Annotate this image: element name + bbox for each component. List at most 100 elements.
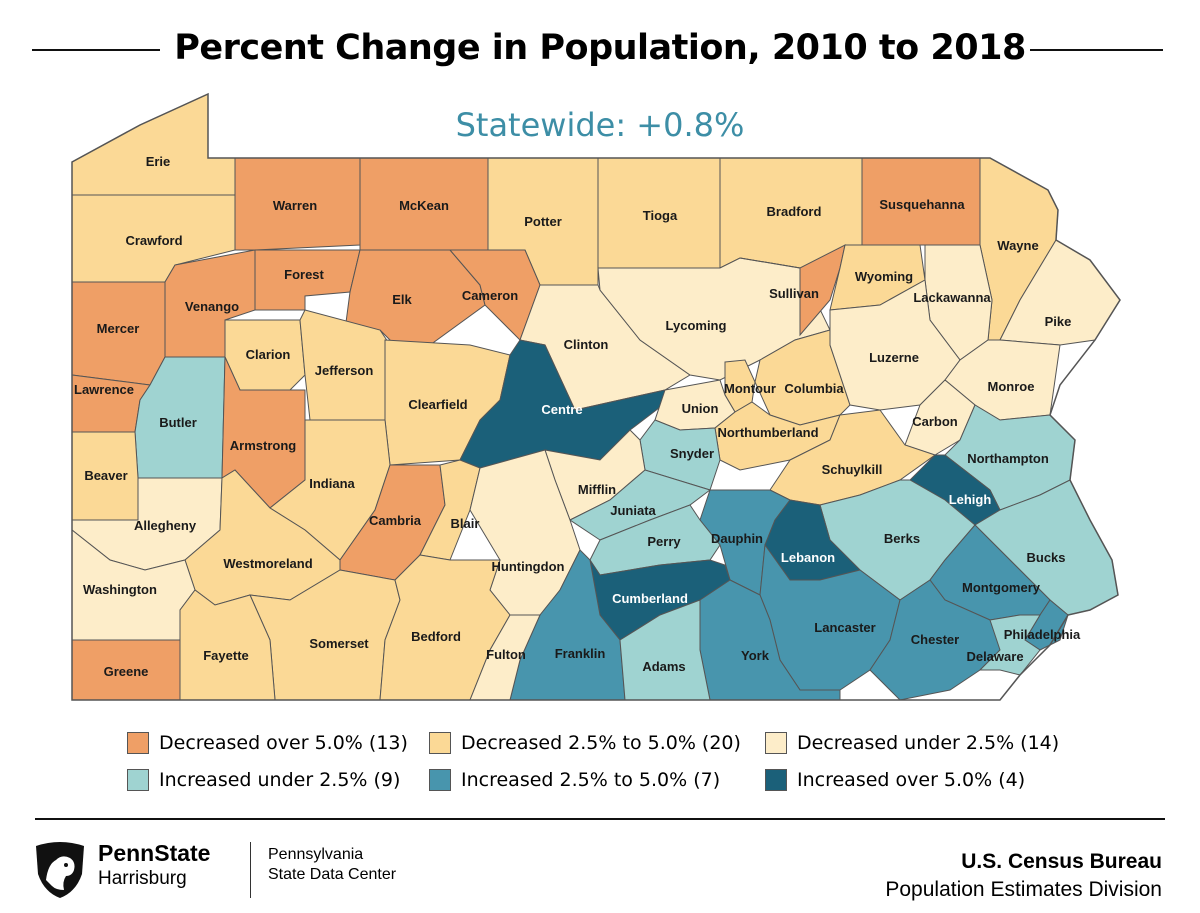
sdc-line1: Pennsylvania	[268, 846, 364, 863]
county-label-fulton: Fulton	[486, 647, 526, 662]
legend-label: Increased under 2.5% (9)	[159, 769, 401, 791]
source-line1: U.S. Census Bureau	[961, 850, 1162, 873]
county-label-franklin: Franklin	[555, 646, 606, 661]
title-rule-left	[32, 49, 160, 51]
county-label-clarion: Clarion	[246, 347, 291, 362]
county-label-lehigh: Lehigh	[949, 492, 992, 507]
county-label-bedford: Bedford	[411, 629, 461, 644]
county-label-greene: Greene	[104, 664, 149, 679]
county-label-forest: Forest	[284, 267, 324, 282]
legend-label: Increased 2.5% to 5.0% (7)	[461, 769, 721, 791]
legend-swatch	[765, 732, 787, 754]
county-label-northampton: Northampton	[967, 451, 1049, 466]
county-erie	[71, 93, 236, 196]
legend-item: Decreased 2.5% to 5.0% (20)	[429, 728, 741, 758]
county-label-york: York	[741, 648, 770, 663]
legend-swatch	[429, 732, 451, 754]
title-rule-right	[1030, 49, 1163, 51]
county-label-carbon: Carbon	[912, 414, 958, 429]
county-label-mckean: McKean	[399, 198, 449, 213]
pennsylvania-county-map: Erie Crawford Warren McKean Potter Tioga Bradf…	[71, 92, 1121, 701]
psu-campus: Harrisburg	[98, 868, 187, 889]
sdc-line2: State Data Center	[268, 866, 397, 883]
county-delaware	[978, 614, 1041, 676]
statewide-value: Statewide: +0.8%	[455, 106, 745, 144]
county-label-elk: Elk	[392, 292, 412, 307]
psu-name: PennState	[98, 840, 211, 866]
county-label-erie: Erie	[146, 154, 171, 169]
county-label-crawford: Crawford	[125, 233, 182, 248]
county-label-snyder: Snyder	[670, 446, 714, 461]
county-label-luzerne: Luzerne	[869, 350, 919, 365]
county-blair	[419, 459, 481, 561]
county-labels: Erie Crawford Warren McKean Potter Tioga Bradf…	[74, 154, 1081, 679]
county-columbia	[754, 329, 851, 426]
county-label-lawrence: Lawrence	[74, 382, 134, 397]
county-label-juniata: Juniata	[610, 503, 656, 518]
legend-item: Increased over 5.0% (4)	[765, 765, 1025, 795]
legend-label: Decreased 2.5% to 5.0% (20)	[461, 732, 741, 754]
county-label-lycoming: Lycoming	[666, 318, 727, 333]
county-label-mifflin: Mifflin	[578, 482, 616, 497]
county-label-perry: Perry	[647, 534, 681, 549]
county-label-columbia: Columbia	[784, 381, 844, 396]
county-label-armstrong: Armstrong	[230, 438, 297, 453]
county-label-clinton: Clinton	[564, 337, 609, 352]
county-label-lackawanna: Lackawanna	[913, 290, 991, 305]
county-label-montour: Montour	[724, 381, 776, 396]
county-label-delaware: Delaware	[966, 649, 1023, 664]
county-label-wayne: Wayne	[997, 238, 1038, 253]
county-label-somerset: Somerset	[309, 636, 369, 651]
county-label-fayette: Fayette	[203, 648, 249, 663]
legend-item: Decreased over 5.0% (13)	[127, 728, 408, 758]
county-label-butler: Butler	[159, 415, 197, 430]
state-outline	[71, 92, 1121, 701]
county-label-sullivan: Sullivan	[769, 286, 819, 301]
county-label-chester: Chester	[911, 632, 959, 647]
county-label-clearfield: Clearfield	[408, 397, 467, 412]
legend-label: Decreased over 5.0% (13)	[159, 732, 408, 754]
footer-divider	[250, 842, 251, 898]
county-label-adams: Adams	[642, 659, 685, 674]
county-label-bucks: Bucks	[1026, 550, 1065, 565]
legend-label: Increased over 5.0% (4)	[797, 769, 1026, 791]
county-label-lancaster: Lancaster	[814, 620, 875, 635]
title-bar: Percent Change in Population, 2010 to 20…	[0, 0, 1200, 110]
county-label-pike: Pike	[1045, 314, 1072, 329]
footer-rule	[35, 818, 1165, 820]
map-title: Percent Change in Population, 2010 to 20…	[174, 28, 1026, 68]
county-label-cameron: Cameron	[462, 288, 518, 303]
county-label-montgomery: Montgomery	[962, 580, 1041, 595]
county-sullivan	[739, 244, 846, 337]
source-line2: Population Estimates Division	[885, 878, 1162, 901]
legend-item: Decreased under 2.5% (14)	[765, 728, 1059, 758]
county-label-dauphin: Dauphin	[711, 531, 763, 546]
legend-swatch	[765, 769, 787, 791]
county-label-berks: Berks	[884, 531, 920, 546]
county-label-warren: Warren	[273, 198, 317, 213]
penn-state-shield-logo	[36, 842, 84, 898]
county-label-blair: Blair	[451, 516, 480, 531]
county-label-centre: Centre	[541, 402, 582, 417]
county-label-susquehanna: Susquehanna	[879, 197, 965, 212]
county-label-venango: Venango	[185, 299, 239, 314]
county-label-huntingdon: Huntingdon	[492, 559, 565, 574]
county-label-monroe: Monroe	[988, 379, 1035, 394]
county-label-jefferson: Jefferson	[315, 363, 374, 378]
county-label-philadelphia: Philadelphia	[1004, 627, 1081, 642]
county-label-schuylkill: Schuylkill	[822, 462, 883, 477]
county-label-bradford: Bradford	[767, 204, 822, 219]
county-label-westmoreland: Westmoreland	[223, 556, 312, 571]
legend-swatch	[429, 769, 451, 791]
county-label-beaver: Beaver	[84, 468, 127, 483]
legend-swatch	[127, 769, 149, 791]
county-label-potter: Potter	[524, 214, 562, 229]
county-label-wyoming: Wyoming	[855, 269, 913, 284]
legend-item: Increased under 2.5% (9)	[127, 765, 400, 795]
county-label-cambria: Cambria	[369, 513, 422, 528]
county-label-cumberland: Cumberland	[612, 591, 688, 606]
legend-label: Decreased under 2.5% (14)	[797, 732, 1060, 754]
county-label-tioga: Tioga	[643, 208, 678, 223]
legend-swatch	[127, 732, 149, 754]
county-label-indiana: Indiana	[309, 476, 355, 491]
